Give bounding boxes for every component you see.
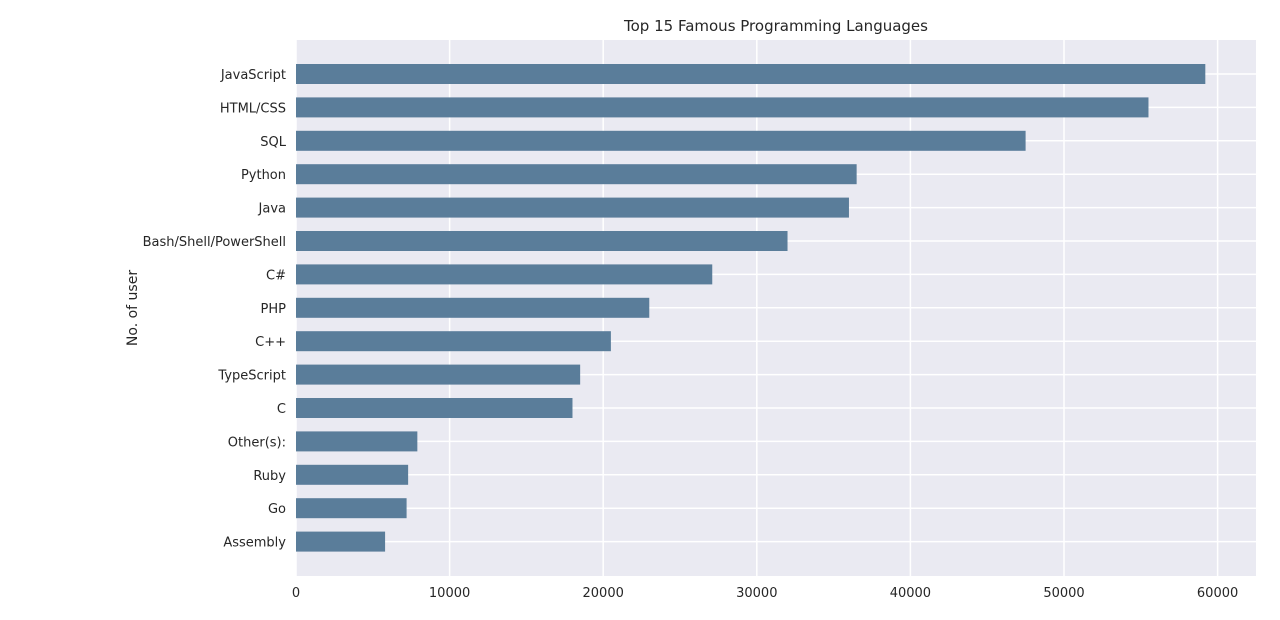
x-tick-label: 0 [292,586,300,601]
y-tick-label: Bash/Shell/PowerShell [143,235,286,250]
bar [296,364,581,385]
y-tick-label: Other(s): [228,435,286,450]
y-tick-label: SQL [260,135,286,150]
y-axis-label: No. of user [125,270,141,346]
bar [296,297,650,318]
bar [296,531,386,552]
x-tick-label: 40000 [890,586,931,601]
x-tick-label: 60000 [1197,586,1238,601]
y-tick-label: Assembly [223,536,286,551]
bar [296,197,849,218]
y-tick-label: C [277,402,286,417]
x-tick-labels: 0 10000 20000 30000 40000 50000 60000 [292,586,1238,601]
y-tick-label: Ruby [253,469,286,484]
y-tick-labels: JavaScript HTML/CSS SQL Python Java Bash/Shel… [143,68,287,551]
bar [296,431,418,452]
y-tick-label: Go [268,502,286,517]
bar [296,398,573,418]
chart-title: Top 15 Famous Programming Languages [623,17,928,35]
bars [296,64,1206,552]
bar [296,331,611,352]
bar [296,64,1206,84]
bar [296,130,1026,151]
bar [296,164,857,185]
y-tick-label: JavaScript [220,68,286,83]
x-tick-label: 50000 [1043,586,1084,601]
bar [296,97,1149,118]
bar [296,498,407,519]
y-tick-label: C# [266,268,286,283]
y-tick-label: C++ [255,335,286,350]
x-tick-label: 10000 [429,586,470,601]
bar [296,264,713,285]
bar [296,231,788,251]
y-tick-label: HTML/CSS [220,101,286,116]
y-tick-label: PHP [261,302,287,317]
y-tick-label: Java [258,202,286,217]
bar [296,464,409,485]
x-tick-label: 30000 [736,586,777,601]
x-tick-label: 20000 [583,586,624,601]
y-tick-label: Python [241,168,286,183]
y-tick-label: TypeScript [217,369,286,384]
